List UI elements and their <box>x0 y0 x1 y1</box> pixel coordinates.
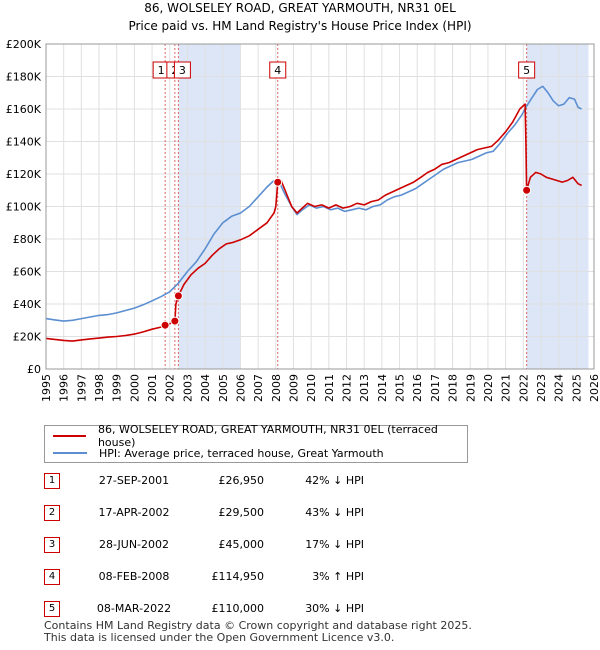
y-tick-label: £100K <box>6 201 42 214</box>
table-row: 4 08-FEB-2008 £114,950 3% ↑ HPI <box>44 569 544 589</box>
legend-swatch-hpi <box>53 452 87 454</box>
transaction-hpi-diff: 42% ↓ HPI <box>305 474 364 487</box>
x-tick-label: 2004 <box>199 374 212 402</box>
x-tick-label: 2006 <box>234 374 247 402</box>
transaction-badge: 1 <box>44 473 60 489</box>
transaction-date: 17-APR-2002 <box>98 506 170 519</box>
x-tick-label: 2023 <box>535 374 548 402</box>
transaction-label-box <box>269 61 287 79</box>
x-tick-label: 2022 <box>517 374 530 402</box>
x-tick-label: 2002 <box>164 374 177 402</box>
y-tick-label: £80K <box>13 233 42 246</box>
property-price-line <box>45 103 582 342</box>
price-chart: 86, WOLSELEY ROAD, GREAT YARMOUTH, NR31 … <box>6 1 600 402</box>
y-tick-label: £160K <box>6 103 42 116</box>
x-tick-label: 2005 <box>217 374 230 402</box>
chart-subtitle: Price paid vs. HM Land Registry's House … <box>128 19 471 33</box>
x-tick-label: 1998 <box>93 374 106 402</box>
chart-title: 86, WOLSELEY ROAD, GREAT YARMOUTH, NR31 … <box>144 1 456 15</box>
y-tick-label: £140K <box>6 136 42 149</box>
x-tick-label: 2026 <box>588 374 600 402</box>
transaction-date: 08-FEB-2008 <box>98 570 170 583</box>
x-tick-label: 2003 <box>181 374 194 402</box>
x-tick-label: 2012 <box>341 374 354 402</box>
legend-swatch-property <box>53 435 86 437</box>
transaction-badge: 3 <box>44 537 60 553</box>
x-tick-label: 2007 <box>252 374 265 402</box>
legend-item-hpi: HPI: Average price, terraced house, Grea… <box>53 445 384 461</box>
x-tick-label: 2011 <box>323 374 336 402</box>
x-tick-label: 1996 <box>58 374 71 402</box>
transaction-hpi-diff: 43% ↓ HPI <box>305 506 364 519</box>
transaction-hpi-diff: 3% ↑ HPI <box>312 570 364 583</box>
x-tick-label: 2024 <box>553 374 566 402</box>
transaction-label: 1 <box>158 64 165 77</box>
footer-copyright: Contains HM Land Registry data © Crown c… <box>44 619 472 632</box>
x-tick-label: 2013 <box>358 374 371 402</box>
transaction-label: 5 <box>523 64 530 77</box>
y-tick-label: £180K <box>6 71 42 84</box>
x-tick-label: 2025 <box>570 374 583 402</box>
x-tick-label: 2009 <box>287 374 300 402</box>
transaction-price: £45,000 <box>218 538 265 551</box>
table-row: 1 27-SEP-2001 £26,950 42% ↓ HPI <box>44 473 544 493</box>
y-tick-label: £0 <box>27 363 41 376</box>
y-tick-label: £60K <box>13 266 42 279</box>
transaction-date: 08-MAR-2022 <box>96 602 172 615</box>
transaction-point <box>170 316 180 326</box>
transaction-price: £26,950 <box>218 474 265 487</box>
x-tick-label: 2016 <box>411 374 424 402</box>
plot-frame <box>45 43 595 370</box>
legend: 86, WOLSELEY ROAD, GREAT YARMOUTH, NR31 … <box>44 423 468 463</box>
y-tick-label: £40K <box>13 298 42 311</box>
transaction-label-box <box>173 61 191 79</box>
transaction-price: £29,500 <box>218 506 265 519</box>
table-row: 5 08-MAR-2022 £110,000 30% ↓ HPI <box>44 601 544 621</box>
transaction-badge: 5 <box>44 601 60 617</box>
transaction-label: 3 <box>179 64 186 77</box>
x-tick-label: 1999 <box>111 374 124 402</box>
x-tick-label: 2020 <box>482 374 495 402</box>
table-row: 2 17-APR-2002 £29,500 43% ↓ HPI <box>44 505 544 525</box>
transaction-point <box>522 185 532 195</box>
x-tick-label: 2018 <box>447 374 460 402</box>
transaction-point <box>173 291 183 301</box>
table-row: 3 28-JUN-2002 £45,000 17% ↓ HPI <box>44 537 544 557</box>
transaction-hpi-diff: 17% ↓ HPI <box>305 538 364 551</box>
x-tick-label: 2001 <box>146 374 159 402</box>
y-tick-label: £120K <box>6 168 42 181</box>
transaction-date: 27-SEP-2001 <box>98 474 170 487</box>
x-tick-label: 2017 <box>429 374 442 402</box>
x-tick-label: 2008 <box>270 374 283 402</box>
transaction-point <box>160 320 170 330</box>
transaction-hpi-diff: 30% ↓ HPI <box>305 602 364 615</box>
footer: Contains HM Land Registry data © Crown c… <box>44 620 472 644</box>
legend-item-property: 86, WOLSELEY ROAD, GREAT YARMOUTH, NR31 … <box>53 423 467 449</box>
x-tick-label: 1997 <box>75 374 88 402</box>
x-tick-label: 2014 <box>376 374 389 402</box>
x-tick-label: 1995 <box>40 374 53 402</box>
transaction-label-box <box>518 61 536 79</box>
transaction-price: £114,950 <box>211 570 265 583</box>
transaction-label: 4 <box>274 64 281 77</box>
y-tick-label: £200K <box>6 38 42 51</box>
x-tick-label: 2015 <box>394 374 407 402</box>
transaction-date: 28-JUN-2002 <box>98 538 170 551</box>
transaction-badge: 4 <box>44 569 60 585</box>
hpi-line <box>45 85 582 322</box>
x-tick-label: 2019 <box>464 374 477 402</box>
legend-label-property: 86, WOLSELEY ROAD, GREAT YARMOUTH, NR31 … <box>97 423 438 449</box>
x-tick-label: 2000 <box>128 374 141 402</box>
transaction-badge: 2 <box>44 505 60 521</box>
y-tick-label: £20K <box>13 331 42 344</box>
footer-license: This data is licensed under the Open Gov… <box>44 631 395 644</box>
x-tick-label: 2021 <box>500 374 513 402</box>
transaction-price: £110,000 <box>211 602 265 615</box>
legend-label-hpi: HPI: Average price, terraced house, Grea… <box>99 446 384 460</box>
x-tick-label: 2010 <box>305 374 318 402</box>
transaction-point <box>273 177 283 187</box>
